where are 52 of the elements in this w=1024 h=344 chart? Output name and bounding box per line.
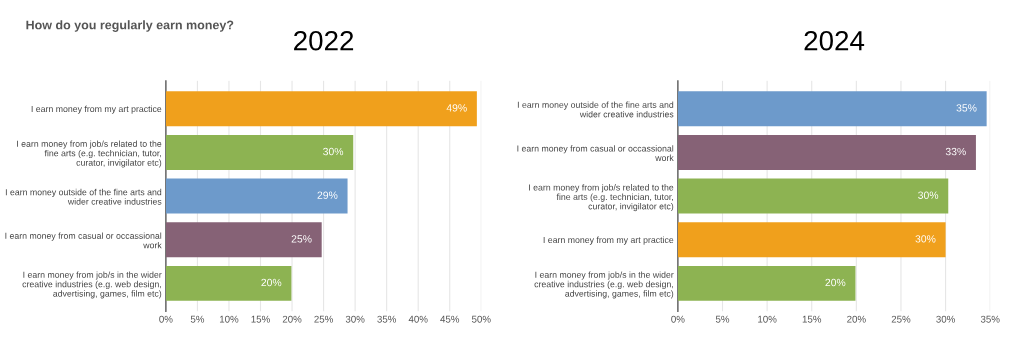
y-tick-label: I earn money outside of the fine arts and wider creative industries bbox=[5, 188, 162, 205]
x-tick-label: 35% bbox=[980, 315, 1000, 323]
y-tick-label: I earn money outside of the fine arts and wider creative industries bbox=[517, 101, 674, 118]
bar bbox=[165, 178, 348, 214]
bar bbox=[165, 265, 292, 301]
data-label: 30% bbox=[323, 147, 344, 156]
y-tick-label: I earn money from job/s related to the fine arts (e.g. technician, tutor, curator, invigilator etc) bbox=[529, 184, 674, 212]
x-tick-label: 20% bbox=[847, 315, 866, 323]
y-tick-label: I earn money from casual or occassional work bbox=[517, 145, 674, 162]
y-tick-label: I earn money from my art practice bbox=[31, 105, 162, 114]
x-tick-label: 15% bbox=[802, 315, 822, 323]
y-tick-label: I earn money from casual or occassional work bbox=[5, 232, 162, 249]
x-tick-label: 35% bbox=[377, 315, 397, 323]
data-label: 35% bbox=[956, 104, 977, 112]
chart-title: 2024 bbox=[804, 30, 865, 51]
x-tick-label: 10% bbox=[758, 315, 777, 323]
x-tick-label: 0% bbox=[671, 315, 685, 323]
x-tick-label: 50% bbox=[471, 315, 491, 323]
x-tick-label: 0% bbox=[159, 315, 173, 323]
bar bbox=[165, 134, 354, 170]
y-tick-label: I earn money from job/s related to the fine arts (e.g. technician, tutor, curator, invigilator etc) bbox=[17, 140, 162, 168]
x-tick-label: 25% bbox=[314, 315, 333, 323]
data-label: 33% bbox=[945, 147, 966, 156]
data-label: 49% bbox=[446, 104, 467, 112]
x-tick-label: 30% bbox=[345, 315, 365, 323]
x-tick-label: 30% bbox=[936, 315, 955, 323]
x-tick-label: 10% bbox=[219, 315, 239, 323]
data-label: 30% bbox=[915, 235, 936, 243]
bar bbox=[677, 265, 856, 301]
data-label: 29% bbox=[317, 191, 338, 199]
x-tick-label: 5% bbox=[715, 315, 730, 323]
bar bbox=[677, 178, 949, 214]
data-label: 20% bbox=[825, 278, 846, 287]
x-tick-label: 45% bbox=[440, 315, 460, 323]
bar bbox=[165, 222, 322, 258]
data-label: 20% bbox=[261, 278, 282, 287]
y-tick-label: I earn money from my art practice bbox=[543, 236, 674, 245]
text: How do you regularly earn money? bbox=[26, 20, 234, 32]
x-tick-label: 20% bbox=[282, 315, 302, 323]
x-tick-label: 25% bbox=[891, 315, 911, 323]
bar bbox=[677, 91, 987, 127]
bar bbox=[677, 222, 946, 258]
x-tick-label: 15% bbox=[251, 315, 270, 323]
y-tick-label: I earn money from job/s in the wider creative industries (e.g. web design, advertising, games, film etc) bbox=[22, 271, 162, 299]
bar bbox=[165, 91, 477, 127]
bar bbox=[677, 134, 976, 170]
data-label: 25% bbox=[291, 235, 312, 243]
x-tick-label: 40% bbox=[408, 315, 428, 323]
x-tick-label: 5% bbox=[190, 315, 205, 323]
y-tick-label: I earn money from job/s in the wider creative industries (e.g. web design, advertising, games, film etc) bbox=[534, 271, 674, 299]
data-label: 30% bbox=[918, 191, 939, 199]
chart-title: 2022 bbox=[294, 30, 354, 51]
